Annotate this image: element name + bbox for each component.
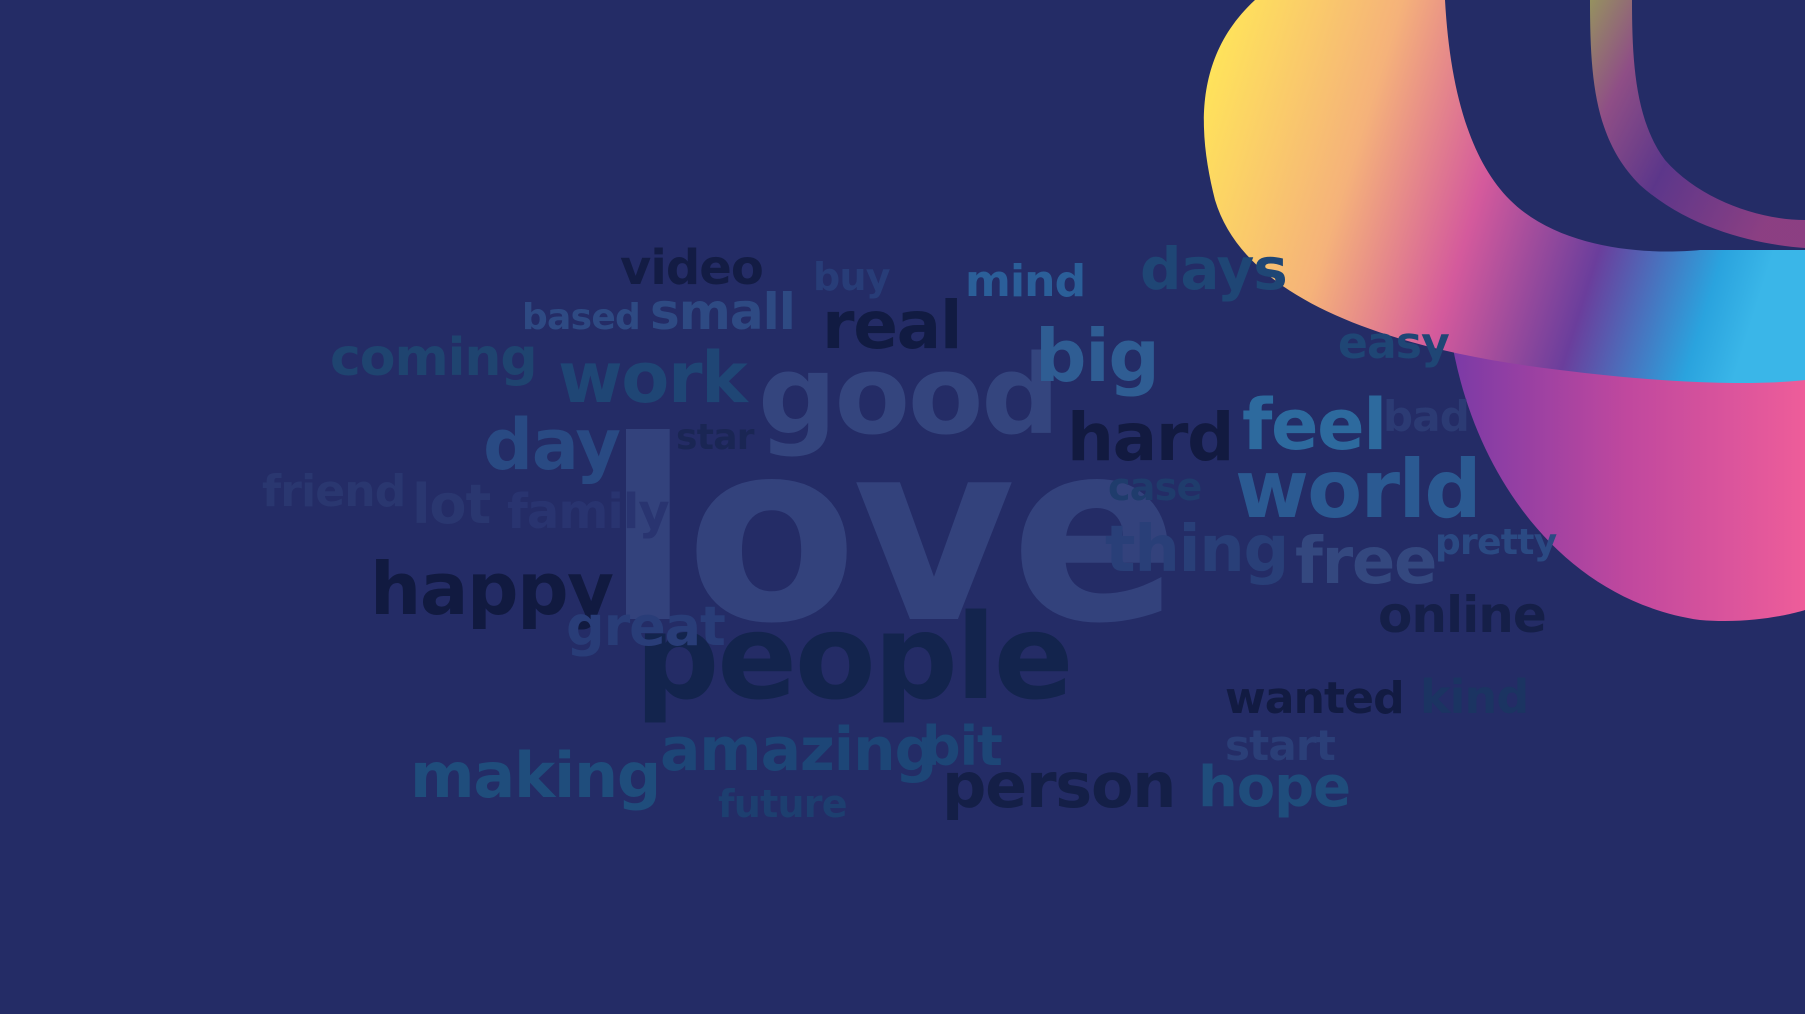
word-lot: lot <box>412 473 491 536</box>
word-case: case <box>1108 465 1202 509</box>
word-friend: friend <box>262 466 406 517</box>
word-based: based <box>522 297 641 338</box>
word-making: making <box>410 739 661 812</box>
word-big: big <box>1035 314 1160 398</box>
word-kind: kind <box>1420 670 1529 724</box>
word-buy: buy <box>813 255 891 299</box>
word-wanted: wanted <box>1225 673 1405 724</box>
word-mind: mind <box>965 256 1086 307</box>
word-family: family <box>507 484 670 540</box>
word-people: people <box>635 588 1074 726</box>
word-world: world <box>1235 443 1482 536</box>
word-small: small <box>650 283 796 341</box>
word-good: good <box>758 331 1060 459</box>
word-bad: bad <box>1383 392 1470 441</box>
word-pretty: pretty <box>1435 522 1557 563</box>
word-coming: coming <box>330 328 538 388</box>
word-hard: hard <box>1067 399 1234 476</box>
word-video: video <box>620 240 764 296</box>
word-work: work <box>558 337 748 419</box>
word-free: free <box>1295 525 1437 599</box>
word-great: great <box>566 595 726 658</box>
ribbon-inner-shade <box>1590 0 1805 248</box>
ribbon-lower-lobe <box>1450 330 1805 622</box>
word-future: future <box>718 782 848 826</box>
word-feel: feel <box>1242 384 1387 466</box>
word-easy: easy <box>1338 318 1450 369</box>
word-bit: bit <box>922 715 1003 778</box>
word-online: online <box>1378 586 1547 644</box>
word-hope: hope <box>1198 755 1351 820</box>
word-happy: happy <box>370 547 614 631</box>
word-real: real <box>822 287 963 364</box>
word-love: love <box>605 387 1180 678</box>
word-star: star <box>676 417 755 458</box>
word-days: days <box>1140 235 1288 303</box>
word-thing: thing <box>1105 513 1289 587</box>
word-person: person <box>942 749 1176 822</box>
word-start: start <box>1225 721 1336 770</box>
word-day: day <box>483 404 621 486</box>
word-amazing: amazing <box>660 715 937 785</box>
